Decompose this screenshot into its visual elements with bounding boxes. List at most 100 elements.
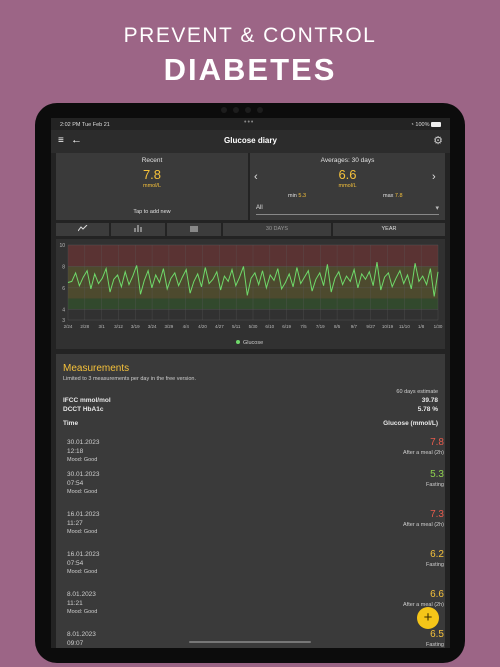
table-icon <box>190 225 198 232</box>
x-tick-label: 5/30 <box>249 324 258 329</box>
recent-card[interactable]: Recent 7.8 mmol/L Tap to add new <box>56 153 248 220</box>
free-version-note: Limited to 3 measurements per day in the… <box>63 376 196 382</box>
measurement-value: 6.6 <box>430 589 444 600</box>
measurement-time: 09:07 <box>67 640 84 647</box>
x-tick-label: 3/29 <box>165 324 174 329</box>
measurement-value: 5.3 <box>430 469 444 480</box>
measurement-time: 07:54 <box>67 480 84 487</box>
tab-year[interactable]: YEAR <box>333 223 445 236</box>
chart-card: 10 8 6 4 3 2/24 2/28 3/1 3/12 3/19 3/24 3/29 4/4 4/2… <box>56 239 445 349</box>
y-tick-label: 4 <box>62 307 65 313</box>
measurements-card: Measurements Limited to 3 measurements p… <box>56 354 445 648</box>
measurement-tag: After a meal (2h) <box>403 522 444 528</box>
measurement-mood: Mood: Good <box>67 457 98 463</box>
status-bar: 2:02 PM Tue Feb 21 ••• ◔ 100% <box>51 118 450 130</box>
line-chart-icon <box>77 224 87 232</box>
glucose-chart: 10 8 6 4 3 2/24 2/28 3/1 3/12 3/19 3/24 3/29 4/4 4/2… <box>59 243 443 346</box>
bar-chart-icon <box>133 225 142 233</box>
page-title: Glucose diary <box>224 136 277 145</box>
menu-icon[interactable]: ≡ <box>58 135 64 146</box>
x-tick-label: 2/28 <box>80 324 89 329</box>
x-tick-label: 1/8 <box>418 324 425 329</box>
dcct-value: 5.78 % <box>417 406 438 413</box>
measurement-row[interactable]: 8.01.2023 11:21 Mood: Good 6.6 After a meal … <box>67 589 444 626</box>
measurement-date: 16.01.2023 <box>67 511 100 518</box>
measurement-row[interactable]: 16.01.2023 07:54 Mood: Good 6.2 Fasting <box>67 549 444 586</box>
min-label: min <box>288 193 297 199</box>
glucose-series-line <box>67 262 439 297</box>
measurement-row[interactable]: 8.01.2023 09:07 6.5 Fasting <box>67 629 444 648</box>
averages-label: Averages: 30 days <box>320 157 375 164</box>
add-measurement-button[interactable]: + <box>417 607 439 629</box>
back-arrow-icon[interactable]: ← <box>71 134 82 146</box>
tab-bar-chart[interactable] <box>111 223 165 236</box>
tab-30-days[interactable]: 30 DAYS <box>223 223 331 236</box>
measurement-mood: Mood: Good <box>67 489 98 495</box>
gear-icon[interactable]: ⚙ <box>433 135 443 147</box>
camera-dot <box>221 107 227 113</box>
battery-icon <box>431 122 441 127</box>
x-tick-label: 7/19 <box>316 324 325 329</box>
x-tick-label: 4/27 <box>215 324 224 329</box>
max-stat: max 7.8 <box>383 193 403 199</box>
y-tick-label: 3 <box>62 318 65 324</box>
measurement-date: 30.01.2023 <box>67 471 100 478</box>
x-tick-label: 6/10 <box>265 324 274 329</box>
x-tick-label: 7/5 <box>300 324 307 329</box>
column-time-header: Time <box>63 420 79 427</box>
add-new-hint[interactable]: Tap to add new <box>133 209 171 215</box>
measurement-time: 11:21 <box>67 600 83 607</box>
ifcc-label: IFCC mmol/mol <box>63 397 111 404</box>
measurement-row[interactable]: 30.01.2023 07:54 Mood: Good 5.3 Fasting <box>67 469 444 506</box>
y-tick-label: 6 <box>62 286 65 292</box>
filter-value: All <box>256 205 263 211</box>
measurement-value: 7.8 <box>430 437 444 448</box>
measurement-value: 6.2 <box>430 549 444 560</box>
tab-line-chart[interactable] <box>56 223 109 236</box>
battery-percent: 100% <box>415 122 430 128</box>
measurement-date: 8.01.2023 <box>67 591 96 598</box>
wifi-icon: ◔ <box>410 122 414 128</box>
promo-line-1: PREVENT & CONTROL <box>123 24 377 47</box>
x-tick-label: 3/19 <box>131 324 140 329</box>
average-unit: mmol/L <box>338 183 357 189</box>
y-tick-label: 10 <box>59 243 65 249</box>
status-time: 2:02 PM Tue Feb 21 <box>60 122 110 128</box>
measurement-value: 6.5 <box>430 629 444 640</box>
y-tick-label: 8 <box>62 264 65 270</box>
tab-table[interactable] <box>167 223 221 236</box>
promo-line-2: DIABETES <box>163 52 337 87</box>
measurement-value: 7.3 <box>430 509 444 520</box>
x-tick-label: 10/19 <box>382 324 394 329</box>
measurement-mood: Mood: Good <box>67 609 98 615</box>
x-tick-label: 9/7 <box>351 324 358 329</box>
measurements-title: Measurements <box>63 363 130 374</box>
x-tick-label: 4/4 <box>183 324 190 329</box>
x-tick-label: 5/11 <box>232 324 241 329</box>
multitask-dots[interactable]: ••• <box>244 119 255 126</box>
dcct-label: DCCT HbA1c <box>63 406 104 413</box>
min-stat: min 5.3 <box>288 193 306 199</box>
app-screen: 2:02 PM Tue Feb 21 ••• ◔ 100% ≡ ← Glucos… <box>51 118 450 648</box>
camera-dot <box>233 107 239 113</box>
next-period-icon[interactable]: › <box>432 171 436 183</box>
measurement-tag: After a meal (2h) <box>403 602 444 608</box>
legend-dot <box>236 340 240 344</box>
averages-card: Averages: 30 days ‹ › 6.6 mmol/L min 5.3… <box>250 153 445 220</box>
measurement-time: 12:18 <box>67 448 84 455</box>
filter-select[interactable]: All ▾ <box>256 204 439 215</box>
measurement-mood: Mood: Good <box>67 569 98 575</box>
measurement-row[interactable]: 16.01.2023 11:27 Mood: Good 7.3 After a meal… <box>67 509 444 546</box>
x-tick-label: 1/30 <box>434 324 443 329</box>
measurement-tag: Fasting <box>425 482 444 488</box>
home-indicator <box>189 641 311 643</box>
recent-value: 7.8 <box>142 167 162 182</box>
measurement-time: 07:54 <box>67 560 84 567</box>
max-label: max <box>383 193 394 199</box>
status-right: ◔ 100% <box>411 122 441 128</box>
column-glucose-header: Glucose (mmol/L) <box>383 420 438 427</box>
legend-label: Glucose <box>243 340 263 346</box>
measurement-row[interactable]: 30.01.2023 12:18 Mood: Good 7.8 After a meal… <box>67 437 444 474</box>
max-value: 7.8 <box>394 193 403 199</box>
prev-period-icon[interactable]: ‹ <box>254 171 258 183</box>
